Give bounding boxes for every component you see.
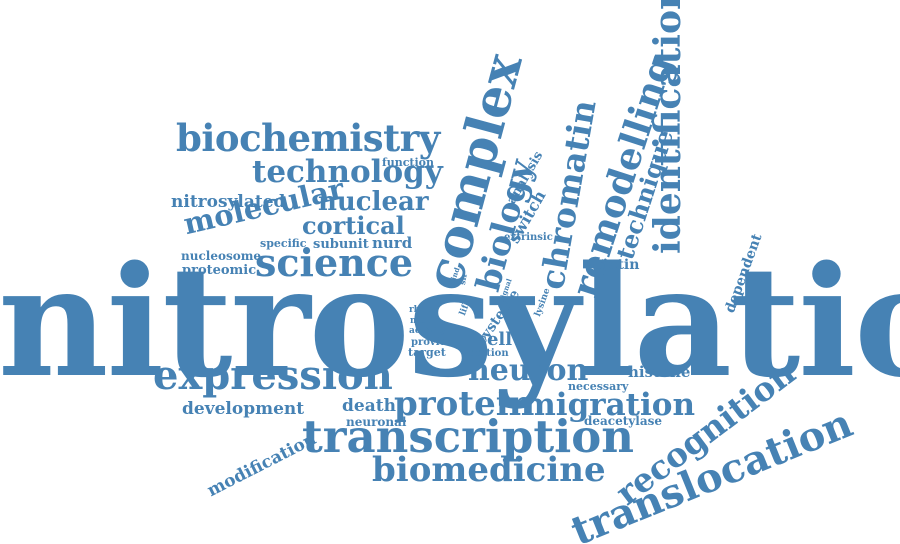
word-transcription: transcription	[302, 410, 634, 463]
word-death: death	[342, 396, 396, 416]
word-technology: technology	[252, 154, 443, 190]
word-nitrosylated: nitrosylated	[171, 192, 286, 212]
word-histone: histone	[628, 363, 691, 381]
word-biochemistry: biochemistry	[176, 116, 440, 160]
word-biomedicine: biomedicine	[372, 450, 606, 490]
word-function: function	[382, 156, 435, 169]
word-target: target	[408, 346, 446, 359]
word-nurd: nurd	[372, 234, 413, 252]
word-protein: protein	[394, 384, 534, 424]
word-expression: expression	[153, 352, 393, 399]
word-migration: migration	[523, 387, 695, 423]
word-necessary: necessary	[568, 380, 629, 393]
word-proteomic: proteomic	[182, 263, 257, 278]
word-nucleosome: nucleosome	[181, 249, 262, 263]
word-motif: motif	[410, 316, 437, 326]
word-extrinsic: extrinsic	[504, 232, 553, 243]
word-addition: addition	[462, 348, 509, 359]
word-neuron: neuron	[468, 353, 589, 388]
word-deacetylase: deacetylase	[584, 414, 662, 428]
word-cortical: cortical	[302, 211, 405, 240]
word-provide: provide	[411, 337, 453, 348]
word-cell: cell	[476, 329, 513, 350]
word-nuclear: nuclear	[318, 187, 429, 217]
word-nitrosylation: nitrosylation	[0, 232, 900, 411]
word-subunit: subunit	[313, 237, 369, 252]
word-science: science	[255, 240, 414, 285]
word-development: development	[182, 399, 305, 419]
word-activity: activity	[409, 326, 446, 336]
word-specific: specific	[260, 237, 307, 250]
word-biotin: biotin	[593, 257, 640, 273]
word-rbbp: rbbp	[409, 305, 433, 315]
word-neuronal: neuronal	[346, 415, 407, 429]
word-modification: modification	[204, 429, 320, 502]
word-identification: identification	[647, 0, 689, 254]
